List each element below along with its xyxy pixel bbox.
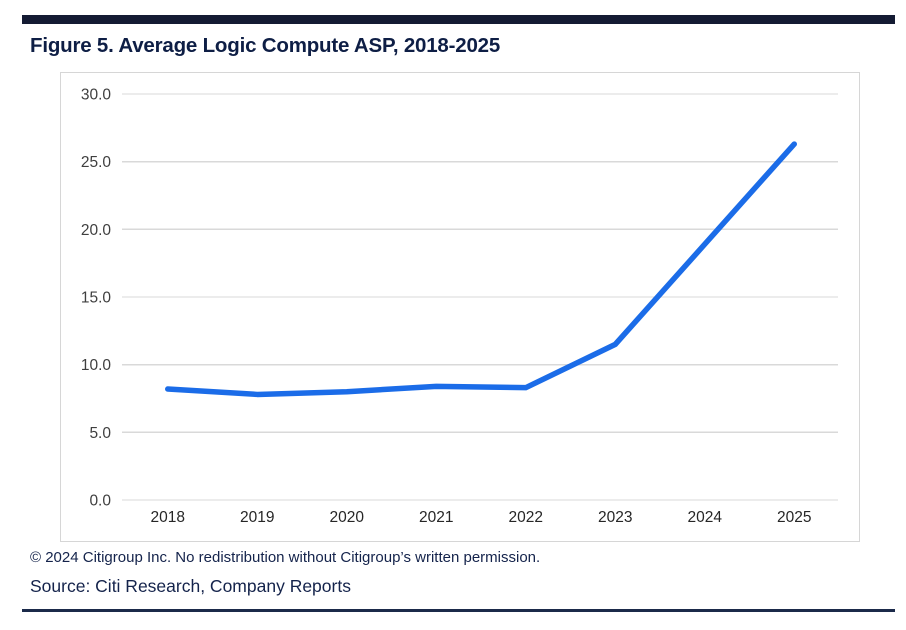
line-chart: 0.0 5.0 10.0 15.0 20.0 25.0 30.0 2018 2019 2020 2… — [60, 72, 860, 542]
y-tick-label: 5.0 — [89, 425, 111, 442]
y-tick-label: 10.0 — [81, 357, 112, 374]
x-tick-label: 2025 — [777, 509, 811, 526]
y-axis-tick-labels: 0.0 5.0 10.0 15.0 20.0 25.0 30.0 — [81, 87, 112, 510]
x-tick-label: 2021 — [419, 509, 453, 526]
bottom-divider-rule — [22, 609, 895, 612]
x-tick-label: 2018 — [151, 509, 185, 526]
asp-line-series — [165, 141, 797, 398]
figure-title: Figure 5. Average Logic Compute ASP, 201… — [30, 34, 501, 57]
y-tick-label: 25.0 — [81, 154, 112, 171]
x-tick-label: 2022 — [509, 509, 543, 526]
x-tick-label: 2024 — [688, 509, 723, 526]
y-tick-label: 30.0 — [81, 87, 112, 104]
y-tick-label: 0.0 — [89, 493, 111, 510]
top-divider-bar — [22, 15, 895, 24]
y-tick-label: 15.0 — [81, 290, 112, 307]
source-attribution: Source: Citi Research, Company Reports — [30, 576, 351, 596]
x-axis-tick-labels: 2018 2019 2020 2021 2022 2023 2024 2025 — [151, 509, 812, 526]
x-tick-label: 2020 — [330, 509, 365, 526]
copyright-notice: © 2024 Citigroup Inc. No redistribution … — [30, 549, 541, 566]
series-polyline — [165, 141, 797, 398]
x-tick-label: 2023 — [598, 509, 632, 526]
y-tick-label: 20.0 — [81, 222, 112, 239]
x-tick-label: 2019 — [240, 509, 274, 526]
chart-svg: 0.05.010.015.020.025.030.0 2018 2019 2020 2… — [81, 87, 838, 526]
chart-gridlines — [122, 93, 838, 501]
